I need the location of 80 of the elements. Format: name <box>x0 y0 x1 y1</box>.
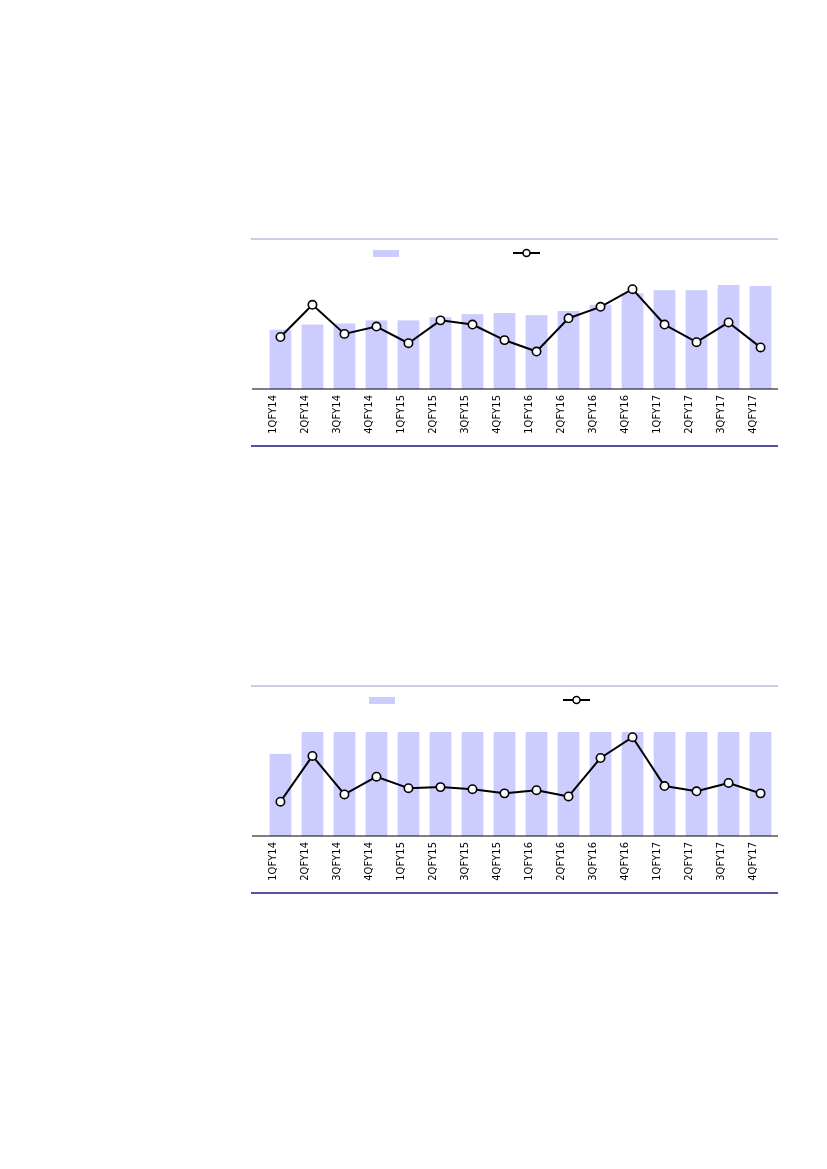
point <box>595 753 606 763</box>
x-tick-label: 3QFY15 <box>458 395 470 434</box>
x-tick-label: 2QFY16 <box>555 395 567 434</box>
point <box>275 332 286 342</box>
x-tick-label: 1QFY17 <box>651 842 663 881</box>
point <box>627 732 638 743</box>
x-tick-label: 3QFY17 <box>715 842 727 881</box>
point <box>403 783 414 794</box>
x-tick-label: 1QFY17 <box>651 395 663 434</box>
x-tick-label: 4QFY17 <box>747 395 759 434</box>
point <box>371 771 382 782</box>
point <box>723 777 734 788</box>
x-tick-label: 4QFY14 <box>362 395 374 434</box>
bar <box>653 290 676 389</box>
point <box>755 342 766 353</box>
x-tick-label: 2QFY14 <box>298 395 310 434</box>
point <box>563 313 574 324</box>
point <box>659 781 670 792</box>
x-tick-label: 4QFY16 <box>619 842 631 881</box>
x-tick-label: 2QFY17 <box>683 395 695 434</box>
bar <box>749 286 772 389</box>
point <box>467 319 478 330</box>
bar <box>333 323 356 389</box>
x-tick-label: 4QFY15 <box>491 842 502 881</box>
bar <box>717 285 740 389</box>
x-tick-label: 3QFY17 <box>715 395 727 434</box>
point <box>339 789 350 800</box>
bar <box>685 290 708 389</box>
x-tick-label: 2QFY16 <box>555 842 567 881</box>
x-tick-label: 1QFY16 <box>523 395 534 434</box>
point <box>723 317 734 328</box>
bar <box>525 315 548 389</box>
x-tick-label: 2QFY15 <box>426 395 438 434</box>
bar <box>589 304 612 389</box>
x-tick-label: 3QFY15 <box>458 842 470 881</box>
x-tick-label: 2QFY14 <box>298 842 310 881</box>
x-tick-label: 3QFY14 <box>330 395 342 434</box>
bar <box>269 329 292 389</box>
bar <box>365 320 388 389</box>
point <box>755 788 766 799</box>
point <box>531 346 542 357</box>
point <box>467 784 478 795</box>
point <box>307 750 318 761</box>
bar <box>557 311 580 389</box>
x-tick-label: 3QFY14 <box>330 842 342 881</box>
x-tick-label: 1QFY14 <box>266 395 278 434</box>
x-tick-label: 2QFY15 <box>426 842 438 881</box>
x-tick-label: 4QFY15 <box>491 395 502 434</box>
x-tick-label: 4QFY17 <box>747 842 759 881</box>
bar <box>429 317 452 389</box>
bar <box>301 324 324 389</box>
x-tick-label: 1QFY16 <box>523 842 534 881</box>
bar <box>493 313 516 389</box>
point <box>499 335 510 346</box>
x-tick-label: 3QFY16 <box>587 842 599 881</box>
x-tick-label: 1QFY15 <box>394 842 406 881</box>
x-tick-label: 4QFY14 <box>362 842 374 881</box>
point <box>371 321 382 332</box>
point <box>435 782 446 793</box>
x-tick-label: 1QFY15 <box>394 395 406 434</box>
x-tick-label: 2QFY17 <box>683 842 695 881</box>
point <box>403 338 414 349</box>
point <box>275 796 286 807</box>
x-tick-label: 3QFY16 <box>587 395 599 434</box>
point <box>339 328 350 339</box>
point <box>691 786 702 797</box>
bar <box>621 293 644 389</box>
point <box>531 785 542 796</box>
x-tick-label: 1QFY14 <box>266 842 278 881</box>
point <box>307 299 318 310</box>
point <box>691 337 702 348</box>
point <box>627 284 638 295</box>
bar <box>461 314 484 389</box>
bar <box>397 320 420 389</box>
point <box>595 301 606 312</box>
point <box>435 315 446 326</box>
point <box>563 791 574 802</box>
x-tick-label: 4QFY16 <box>619 395 631 434</box>
point <box>499 788 510 799</box>
point <box>659 319 670 330</box>
